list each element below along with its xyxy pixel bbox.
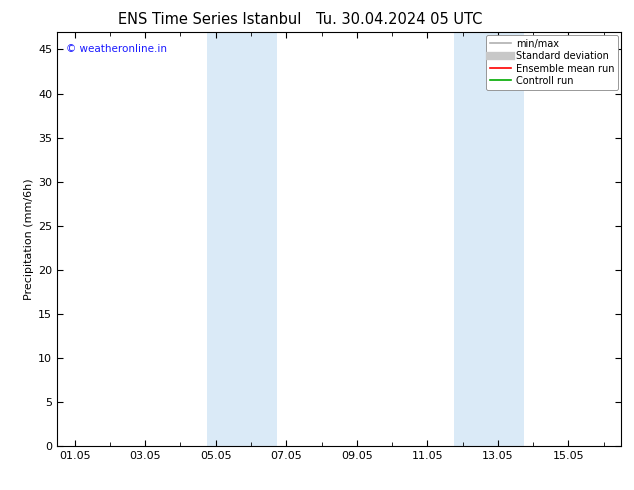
Y-axis label: Precipitation (mm/6h): Precipitation (mm/6h)	[24, 178, 34, 300]
Bar	[207, 32, 278, 446]
Text: © weatheronline.in: © weatheronline.in	[65, 44, 167, 54]
Legend: min/max, Standard deviation, Ensemble mean run, Controll run: min/max, Standard deviation, Ensemble me…	[486, 35, 618, 90]
Bar	[454, 32, 524, 446]
Text: Tu. 30.04.2024 05 UTC: Tu. 30.04.2024 05 UTC	[316, 12, 482, 27]
Text: ENS Time Series Istanbul: ENS Time Series Istanbul	[117, 12, 301, 27]
